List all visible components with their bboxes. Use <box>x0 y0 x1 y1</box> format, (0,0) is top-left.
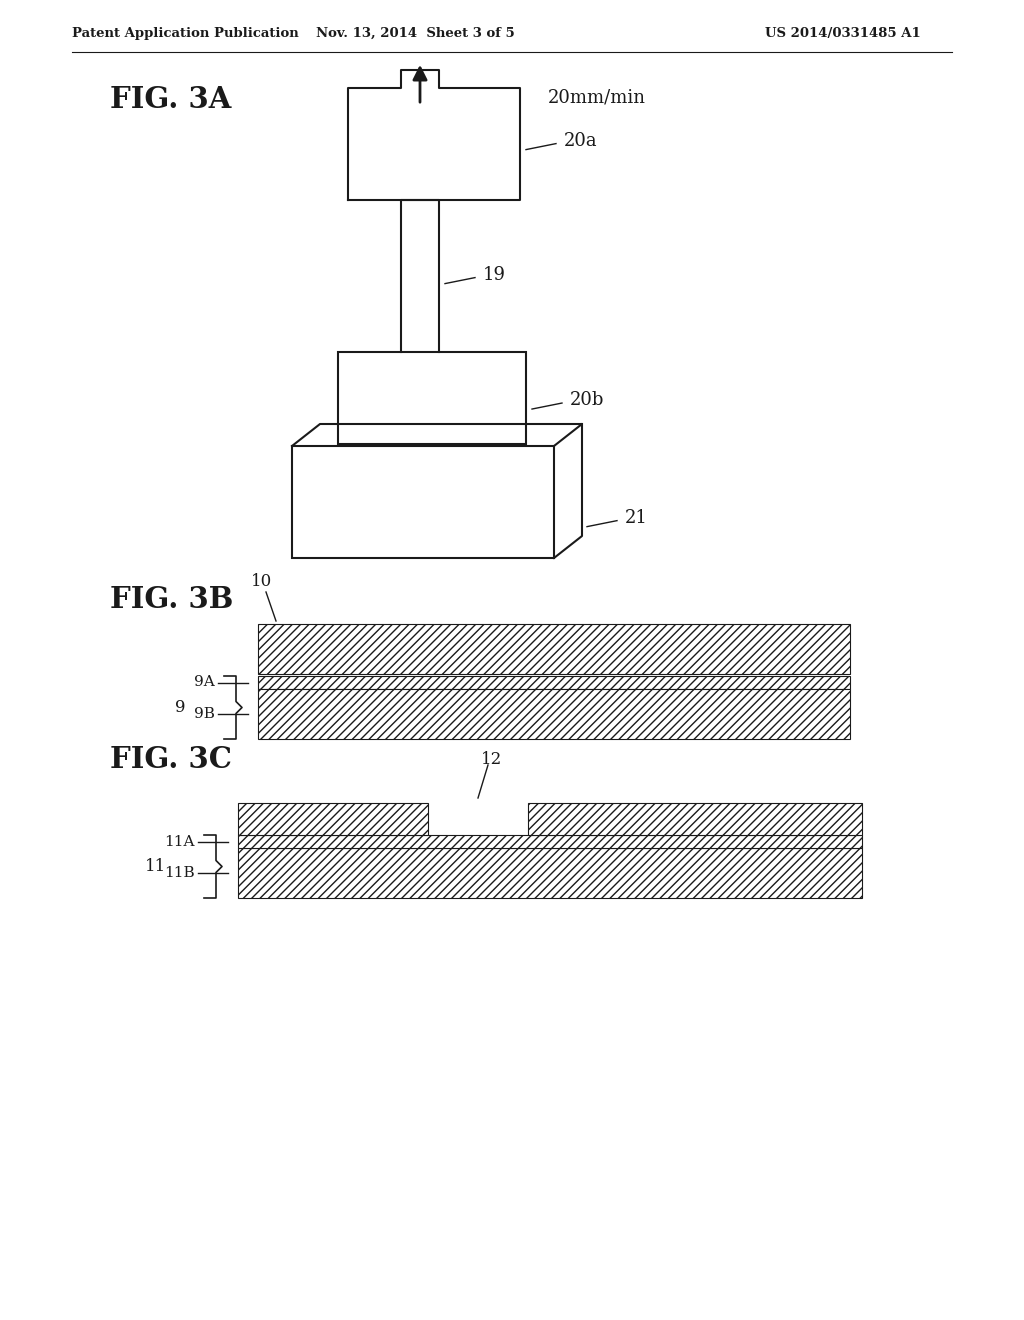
Text: 9: 9 <box>175 700 186 715</box>
Text: 11: 11 <box>144 858 166 875</box>
Bar <box>258 676 850 689</box>
Text: Patent Application Publication: Patent Application Publication <box>72 26 299 40</box>
Text: Nov. 13, 2014  Sheet 3 of 5: Nov. 13, 2014 Sheet 3 of 5 <box>315 26 514 40</box>
Bar <box>238 803 428 836</box>
Text: 19: 19 <box>483 265 506 284</box>
Text: 20b: 20b <box>570 391 604 409</box>
Bar <box>338 352 526 444</box>
Text: 12: 12 <box>481 751 503 767</box>
Text: FIG. 3A: FIG. 3A <box>110 86 231 115</box>
Text: FIG. 3B: FIG. 3B <box>110 586 233 615</box>
Text: US 2014/0331485 A1: US 2014/0331485 A1 <box>765 26 921 40</box>
Text: 10: 10 <box>251 573 272 590</box>
Bar <box>292 446 554 558</box>
Text: 20mm/min: 20mm/min <box>548 88 646 107</box>
Bar <box>528 803 862 836</box>
Text: 9A: 9A <box>195 676 215 689</box>
Text: FIG. 3C: FIG. 3C <box>110 746 231 775</box>
Text: 11A: 11A <box>165 834 195 849</box>
Text: 20a: 20a <box>564 132 598 149</box>
Text: 11B: 11B <box>165 866 195 880</box>
Bar <box>238 847 862 898</box>
Text: 9B: 9B <box>195 708 215 721</box>
Bar <box>258 624 850 675</box>
Text: 21: 21 <box>625 508 648 527</box>
Bar <box>258 689 850 739</box>
Bar <box>238 836 862 847</box>
